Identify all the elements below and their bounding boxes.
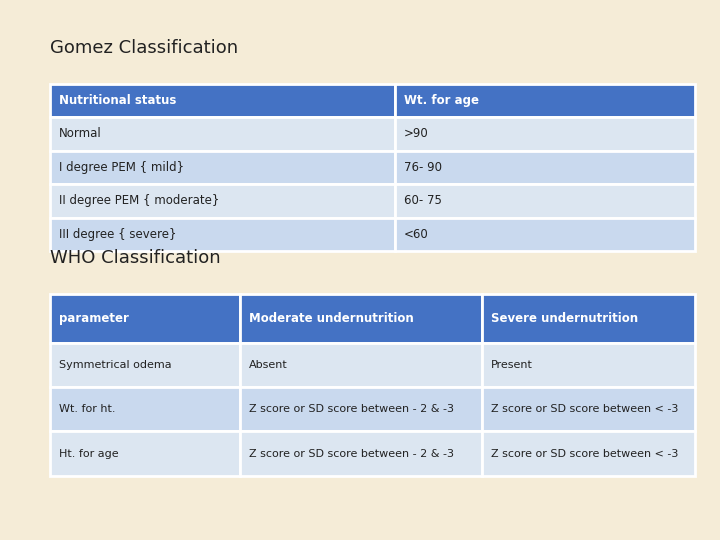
Text: Normal: Normal [59, 127, 102, 140]
Text: III degree { severe}: III degree { severe} [59, 228, 176, 241]
Text: Z score or SD score between - 2 & -3: Z score or SD score between - 2 & -3 [249, 449, 454, 458]
Text: Severe undernutrition: Severe undernutrition [491, 312, 638, 325]
Bar [240, 294, 482, 343]
Text: Symmetrical odema: Symmetrical odema [59, 360, 171, 370]
Bar [395, 84, 695, 117]
Bar [395, 117, 695, 151]
Bar [395, 151, 695, 184]
Bar [50, 151, 395, 184]
Bar [50, 84, 395, 117]
Bar [50, 343, 240, 387]
Text: Wt. for ht.: Wt. for ht. [59, 404, 115, 414]
Text: Present: Present [491, 360, 533, 370]
Text: II degree PEM { moderate}: II degree PEM { moderate} [59, 194, 220, 207]
Text: 60- 75: 60- 75 [404, 194, 441, 207]
Text: Moderate undernutrition: Moderate undernutrition [249, 312, 414, 325]
Text: <60: <60 [404, 228, 428, 241]
Text: Z score or SD score between < -3: Z score or SD score between < -3 [491, 449, 678, 458]
Bar [395, 184, 695, 218]
Bar [50, 431, 240, 476]
Text: WHO Classification: WHO Classification [50, 249, 221, 267]
Bar [50, 184, 395, 218]
Bar [50, 117, 395, 151]
Text: Z score or SD score between < -3: Z score or SD score between < -3 [491, 404, 678, 414]
Bar [395, 218, 695, 251]
Bar [482, 387, 695, 431]
Text: >90: >90 [404, 127, 428, 140]
Bar [240, 343, 482, 387]
Text: Z score or SD score between - 2 & -3: Z score or SD score between - 2 & -3 [249, 404, 454, 414]
Bar [482, 343, 695, 387]
Text: parameter: parameter [59, 312, 129, 325]
Text: Ht. for age: Ht. for age [59, 449, 119, 458]
Bar [482, 431, 695, 476]
Text: I degree PEM { mild}: I degree PEM { mild} [59, 161, 184, 174]
Bar [240, 431, 482, 476]
Bar [50, 218, 395, 251]
Bar [482, 294, 695, 343]
Bar [240, 387, 482, 431]
Text: Wt. for age: Wt. for age [404, 94, 479, 107]
Text: Nutritional status: Nutritional status [59, 94, 176, 107]
Text: Gomez Classification: Gomez Classification [50, 39, 238, 57]
Text: 76- 90: 76- 90 [404, 161, 442, 174]
Text: Absent: Absent [249, 360, 288, 370]
Bar [50, 294, 240, 343]
Bar [50, 387, 240, 431]
